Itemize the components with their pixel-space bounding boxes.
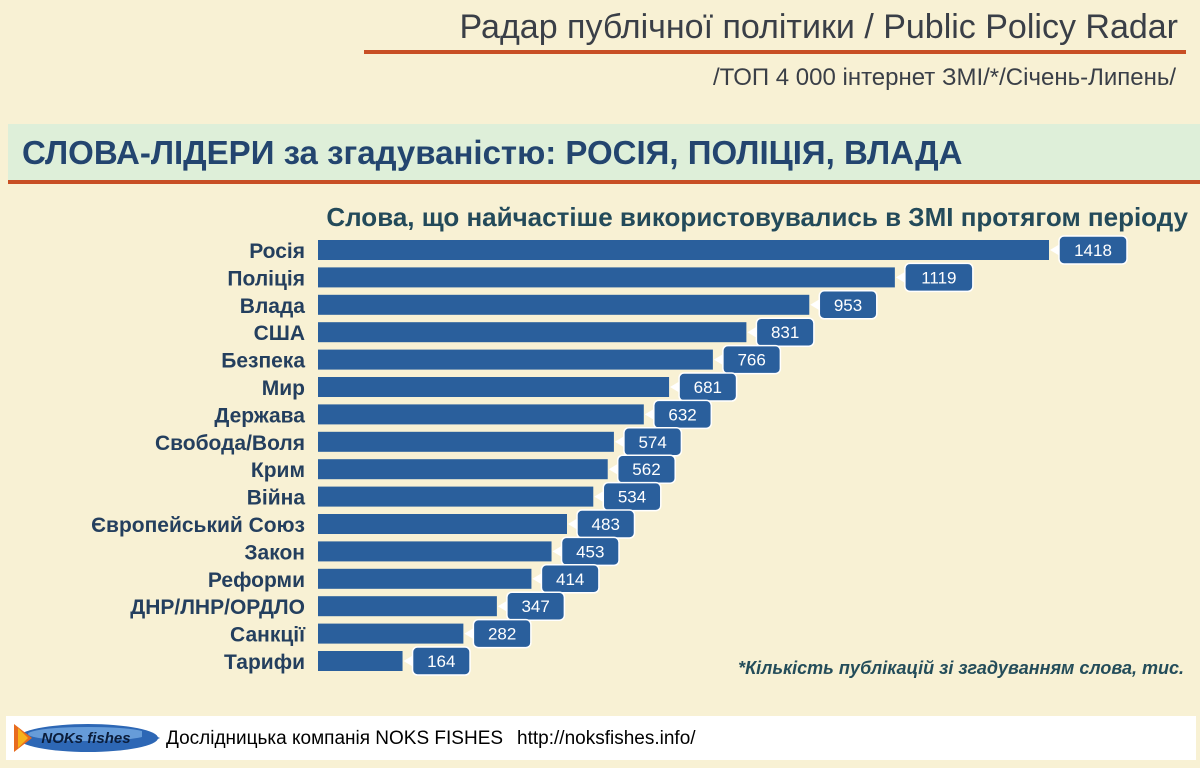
value-callout-pointer bbox=[464, 627, 475, 640]
value-callout-pointer bbox=[608, 463, 619, 476]
value-callout-pointer bbox=[810, 298, 821, 311]
bar bbox=[318, 322, 747, 343]
bar bbox=[318, 623, 464, 644]
page-subtitle: /ТОП 4 000 інтернет ЗМІ/*/Січень-Липень/ bbox=[712, 64, 1176, 91]
category-label: Закон bbox=[244, 541, 305, 564]
value-callout bbox=[722, 344, 782, 375]
footer: NOKs fishes Дослідницька компанія NOKS F… bbox=[6, 716, 1196, 760]
value-label: 282 bbox=[488, 625, 516, 644]
value-label: 562 bbox=[632, 460, 660, 479]
value-callout-pointer bbox=[713, 353, 724, 366]
footer-text: Дослідницька компанія NOKS FISHES http://… bbox=[166, 728, 710, 750]
value-label: 681 bbox=[694, 378, 722, 397]
category-label: Влада bbox=[240, 295, 306, 318]
category-label: Реформи bbox=[208, 569, 305, 592]
value-callout bbox=[1058, 235, 1128, 265]
title-divider bbox=[364, 50, 1186, 54]
bar bbox=[318, 596, 497, 617]
headline-banner: СЛОВА-ЛІДЕРИ за згадуваністю: РОСІЯ, ПОЛ… bbox=[8, 124, 1200, 184]
bar bbox=[318, 431, 614, 452]
category-label: Свобода/Воля bbox=[155, 432, 305, 455]
value-callout bbox=[411, 646, 471, 676]
bar bbox=[318, 267, 895, 288]
bar bbox=[318, 486, 594, 507]
category-label: Безпека bbox=[221, 350, 305, 373]
value-callout-pointer bbox=[497, 600, 508, 613]
value-callout-pointer bbox=[532, 572, 543, 585]
value-callout-pointer bbox=[614, 435, 625, 448]
value-callout bbox=[818, 290, 878, 320]
category-label: Санкції bbox=[230, 624, 306, 647]
value-label: 1418 bbox=[1074, 241, 1112, 260]
value-label: 414 bbox=[556, 570, 584, 589]
bar bbox=[318, 404, 644, 425]
value-label: 953 bbox=[834, 296, 862, 315]
value-label: 574 bbox=[638, 433, 666, 452]
value-callout-pointer bbox=[552, 545, 563, 558]
value-label: 483 bbox=[592, 515, 620, 534]
category-label: ДНР/ЛНР/ОРДЛО bbox=[130, 596, 305, 619]
category-label: США bbox=[254, 322, 305, 345]
page-title: Радар публічної політики / Public Policy… bbox=[459, 8, 1178, 46]
value-callout bbox=[904, 262, 974, 293]
value-callout bbox=[506, 591, 566, 621]
category-label: Росія bbox=[249, 240, 305, 263]
value-label: 632 bbox=[668, 405, 696, 424]
value-callout-pointer bbox=[895, 271, 906, 284]
value-label: 766 bbox=[737, 351, 765, 370]
category-label: Європейський Союз bbox=[91, 514, 305, 537]
bar bbox=[318, 651, 403, 671]
value-label: 831 bbox=[771, 323, 799, 342]
category-label: Крим bbox=[251, 459, 305, 482]
value-callout-pointer bbox=[747, 326, 758, 339]
category-label: Тарифи bbox=[224, 651, 305, 674]
bar bbox=[318, 349, 713, 370]
value-callout-pointer bbox=[1050, 244, 1060, 256]
value-callout-pointer bbox=[644, 408, 655, 421]
value-label: 534 bbox=[618, 488, 646, 507]
bar bbox=[318, 377, 670, 397]
value-label: 453 bbox=[576, 542, 604, 561]
value-label: 164 bbox=[427, 652, 455, 671]
value-callout bbox=[472, 618, 532, 649]
category-label: Поліція bbox=[227, 267, 305, 290]
svg-text:NOKs fishes: NOKs fishes bbox=[41, 730, 130, 747]
bar bbox=[318, 568, 532, 589]
value-label: 347 bbox=[521, 597, 549, 616]
company-name: Дослідницька компанія NOKS FISHES bbox=[166, 728, 504, 749]
company-url[interactable]: http://noksfishes.info/ bbox=[517, 728, 696, 749]
category-label: Війна bbox=[247, 487, 306, 510]
value-callout-pointer bbox=[670, 381, 681, 393]
noks-fishes-logo: NOKs fishes bbox=[14, 724, 160, 752]
value-callout bbox=[540, 564, 600, 594]
value-callout-pointer bbox=[403, 655, 414, 667]
value-callout-pointer bbox=[594, 490, 605, 503]
chart-title: Слова, що найчастіше використовувались в… bbox=[326, 202, 1188, 232]
chart-note: *Кількість публікацій зі згадуванням сло… bbox=[738, 658, 1184, 678]
category-label: Мир bbox=[262, 377, 305, 400]
bar bbox=[318, 541, 552, 562]
headline-text: СЛОВА-ЛІДЕРИ за згадуваністю: РОСІЯ, ПОЛ… bbox=[22, 134, 963, 171]
bar bbox=[318, 459, 608, 480]
bar bbox=[318, 240, 1049, 260]
category-label: Держава bbox=[214, 404, 305, 427]
bar bbox=[318, 514, 567, 534]
value-callout bbox=[755, 317, 815, 347]
bar bbox=[318, 294, 810, 315]
value-callout bbox=[653, 399, 713, 430]
value-label: 1119 bbox=[921, 268, 956, 287]
value-callout-pointer bbox=[567, 518, 578, 530]
